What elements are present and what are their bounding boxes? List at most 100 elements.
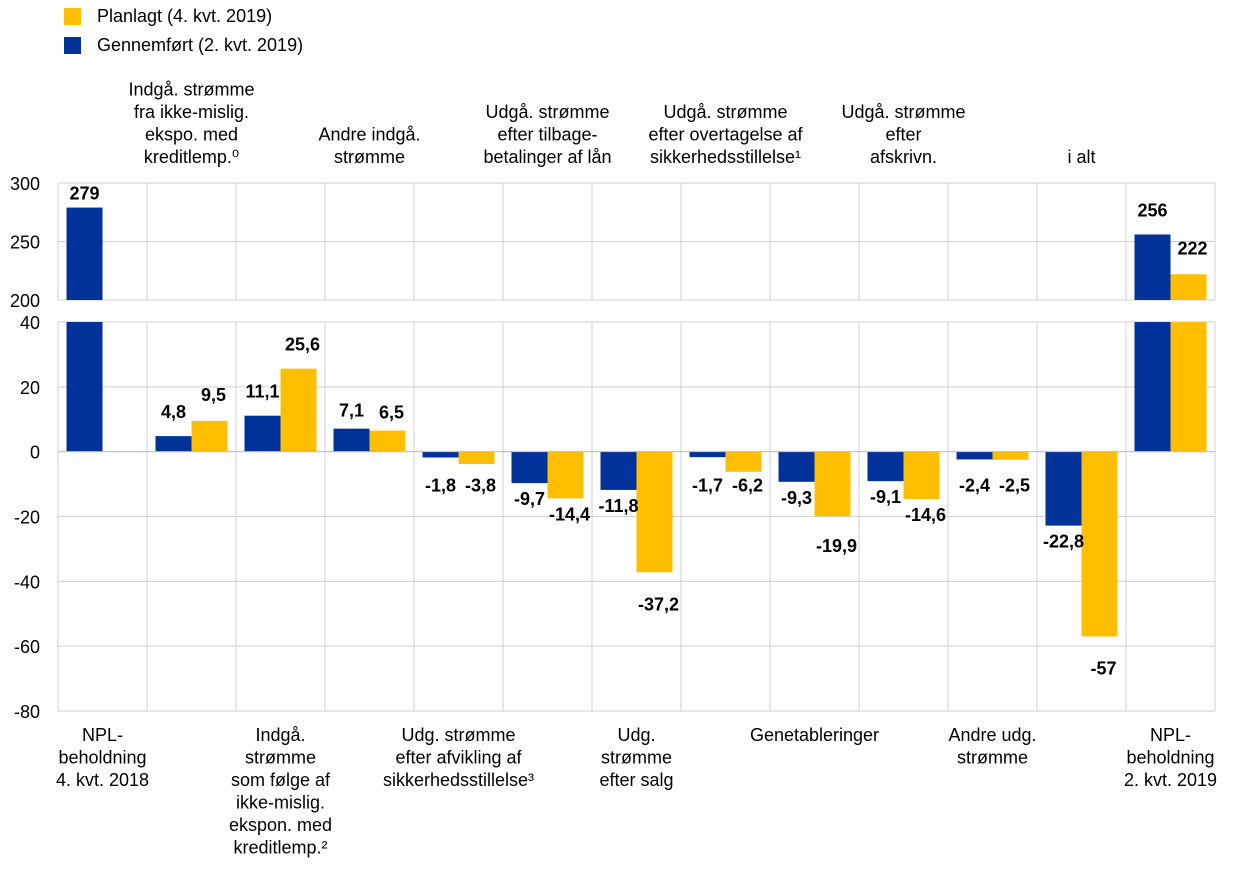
bar-blue — [689, 451, 726, 458]
bottom-category-label: ikke-mislig. — [236, 793, 325, 813]
bar-yellow — [903, 451, 940, 499]
legend-label: Planlagt (4. kvt. 2019) — [97, 6, 273, 26]
data-label-blue: -22,8 — [1043, 532, 1084, 552]
bottom-category-label: 4. kvt. 2018 — [56, 770, 149, 790]
upper-y-tick-label: 200 — [10, 291, 40, 311]
data-label-yellow: -37,2 — [638, 594, 679, 614]
bar-yellow — [369, 430, 406, 452]
top-category-label: afskrivn. — [870, 147, 937, 167]
bottom-category-label: strømme — [245, 748, 316, 768]
top-category-label: efter overtagelse af — [648, 125, 803, 145]
bottom-category-label: efter salg — [599, 770, 673, 790]
data-label-yellow: -57 — [1090, 658, 1116, 678]
upper-y-tick-label: 300 — [10, 174, 40, 194]
top-category-label: Udgå. strømme — [485, 102, 609, 122]
top-category-label: ekspo. med — [145, 125, 238, 145]
data-label-blue: 7,1 — [339, 401, 364, 421]
bar-blue-lower — [66, 322, 103, 452]
bottom-category-label: efter afvikling af — [395, 748, 522, 768]
bottom-category-label: beholdning — [58, 748, 146, 768]
legend-item-planlagt: Planlagt (4. kvt. 2019) — [64, 6, 272, 27]
bar-blue — [333, 428, 370, 452]
bottom-category-label: ekspon. med — [229, 815, 332, 835]
data-label-yellow: -14,4 — [549, 504, 590, 524]
bar-blue — [600, 451, 637, 490]
bar-blue-upper — [66, 207, 103, 300]
data-label-blue: 11,1 — [245, 382, 279, 402]
bottom-category-label: som følge af — [231, 770, 331, 790]
bottom-category-label: 2. kvt. 2019 — [1124, 770, 1217, 790]
bar-yellow — [636, 451, 673, 573]
bar-blue — [956, 451, 993, 460]
bar-yellow — [814, 451, 851, 517]
bar-yellow — [191, 420, 228, 452]
bar-blue — [867, 451, 904, 482]
bottom-category-label: NPL- — [1150, 725, 1191, 745]
top-category-label: Udgå. strømme — [841, 102, 965, 122]
data-label-yellow: 6,5 — [379, 403, 404, 423]
top-category-label: kreditlemp.⁰ — [144, 147, 239, 167]
data-label-yellow: 25,6 — [285, 335, 320, 355]
data-label-yellow: 222 — [1177, 238, 1207, 258]
top-category-label: betalinger af lån — [483, 147, 611, 167]
data-label-yellow: -19,9 — [816, 536, 857, 556]
data-label-blue: -2,4 — [959, 476, 990, 496]
top-category-label: i alt — [1067, 147, 1095, 167]
bar-blue — [244, 415, 281, 452]
data-label-blue: -1,7 — [692, 476, 723, 496]
lower-y-tick-label: 20 — [20, 378, 40, 398]
bottom-category-label: Genetableringer — [750, 725, 879, 745]
bottom-category-label: NPL- — [82, 725, 123, 745]
data-label-yellow: -14,6 — [905, 505, 946, 525]
bar-yellow-lower — [1170, 322, 1207, 452]
top-category-label: strømme — [334, 147, 405, 167]
bar-yellow — [725, 451, 762, 472]
bottom-category-label: beholdning — [1126, 748, 1214, 768]
bar-blue — [422, 451, 459, 458]
lower-y-tick-label: -40 — [14, 572, 40, 592]
legend-label: Gennemført (2. kvt. 2019) — [97, 35, 304, 55]
top-category-label: Andre indgå. — [318, 125, 420, 145]
upper-y-tick-label: 250 — [10, 233, 40, 253]
top-category-label: Indgå. strømme — [128, 80, 254, 100]
data-label-yellow: 9,5 — [201, 385, 226, 405]
bar-yellow — [1081, 451, 1118, 637]
data-label-blue: 256 — [1137, 200, 1167, 220]
data-label-blue: -9,7 — [514, 489, 545, 509]
bottom-category-label: Udg. — [617, 725, 655, 745]
lower-y-tick-label: 40 — [20, 313, 40, 333]
bar-yellow — [992, 451, 1029, 460]
bottom-category-label: kreditlemp.² — [233, 838, 327, 858]
data-label-blue: -11,8 — [598, 496, 638, 516]
data-label-blue: -1,8 — [425, 476, 456, 496]
data-label-blue: 279 — [69, 184, 99, 204]
lower-y-tick-label: -60 — [14, 637, 40, 657]
bar-blue — [1045, 451, 1082, 526]
bar-yellow — [458, 451, 495, 464]
top-category-label: efter tilbage- — [497, 125, 597, 145]
data-label-blue: -9,1 — [870, 487, 901, 507]
bottom-category-label: Indgå. — [255, 725, 305, 745]
top-category-label: sikkerhedsstillelse¹ — [650, 147, 801, 167]
lower-y-tick-label: -20 — [14, 508, 40, 528]
bar-blue — [511, 451, 548, 484]
legend-swatch-yellow — [64, 8, 81, 25]
bar-blue-lower — [1134, 322, 1171, 452]
lower-y-tick-label: -80 — [14, 702, 40, 722]
top-category-label: fra ikke-mislig. — [134, 102, 249, 122]
bar-yellow — [280, 368, 317, 452]
bottom-category-label: Udg. strømme — [401, 725, 515, 745]
lower-y-tick-label: 0 — [30, 443, 40, 463]
bottom-category-label: strømme — [601, 748, 672, 768]
bottom-category-label: strømme — [957, 748, 1028, 768]
data-label-yellow: -2,5 — [999, 476, 1030, 496]
bottom-category-label: sikkerhedsstillelse³ — [383, 770, 534, 790]
bar-blue-upper — [1134, 234, 1171, 300]
bottom-category-label: Andre udg. — [948, 725, 1036, 745]
data-label-yellow: -3,8 — [465, 476, 496, 496]
bar-yellow-upper — [1170, 274, 1207, 300]
legend-swatch-blue — [64, 37, 81, 54]
top-category-label: efter — [885, 125, 921, 145]
bar-blue — [155, 436, 192, 452]
